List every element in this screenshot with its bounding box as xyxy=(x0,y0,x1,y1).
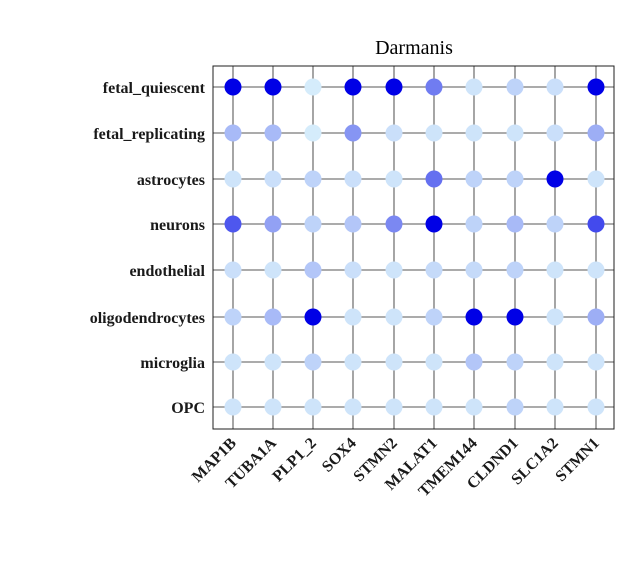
dot-endothelial-TMEM144 xyxy=(465,261,483,279)
dot-fetal_replicating-TMEM144 xyxy=(465,124,483,142)
dot-microglia-MALAT1 xyxy=(425,353,443,371)
dot-layer xyxy=(224,78,605,416)
dot-fetal_quiescent-TMEM144 xyxy=(465,78,483,96)
dot-fetal_replicating-STMN2 xyxy=(385,124,403,142)
dot-oligodendrocytes-MALAT1 xyxy=(425,308,443,326)
dot-oligodendrocytes-STMN1 xyxy=(587,308,605,326)
dot-neurons-STMN1 xyxy=(587,215,605,233)
row-label: OPC xyxy=(171,400,205,417)
dot-astrocytes-MAP1B xyxy=(224,170,242,188)
dot-endothelial-SOX4 xyxy=(344,261,362,279)
dot-neurons-CLDND1 xyxy=(506,215,524,233)
dot-microglia-PLP1_2 xyxy=(304,353,322,371)
dot-astrocytes-STMN1 xyxy=(587,170,605,188)
dot-fetal_quiescent-MAP1B xyxy=(224,78,242,96)
dot-OPC-CLDND1 xyxy=(506,398,524,416)
dot-neurons-MAP1B xyxy=(224,215,242,233)
row-label: neurons xyxy=(150,217,205,234)
dot-microglia-STMN2 xyxy=(385,353,403,371)
dot-astrocytes-MALAT1 xyxy=(425,170,443,188)
dot-fetal_replicating-PLP1_2 xyxy=(304,124,322,142)
dot-fetal_quiescent-SOX4 xyxy=(344,78,362,96)
row-label: oligodendrocytes xyxy=(90,310,205,327)
row-label: microglia xyxy=(140,355,205,372)
dot-microglia-SOX4 xyxy=(344,353,362,371)
dot-fetal_replicating-STMN1 xyxy=(587,124,605,142)
dot-astrocytes-TUBA1A xyxy=(264,170,282,188)
row-label: endothelial xyxy=(129,263,205,280)
dot-endothelial-SLC1A2 xyxy=(546,261,564,279)
dot-neurons-TUBA1A xyxy=(264,215,282,233)
dot-astrocytes-CLDND1 xyxy=(506,170,524,188)
row-label: fetal_replicating xyxy=(93,126,205,143)
dot-fetal_replicating-SLC1A2 xyxy=(546,124,564,142)
dot-astrocytes-SLC1A2 xyxy=(546,170,564,188)
dot-endothelial-MAP1B xyxy=(224,261,242,279)
dot-oligodendrocytes-TUBA1A xyxy=(264,308,282,326)
dot-oligodendrocytes-PLP1_2 xyxy=(304,308,322,326)
dot-fetal_quiescent-CLDND1 xyxy=(506,78,524,96)
dot-endothelial-PLP1_2 xyxy=(304,261,322,279)
chart-title: Darmanis xyxy=(375,37,453,59)
dot-endothelial-STMN1 xyxy=(587,261,605,279)
dot-endothelial-STMN2 xyxy=(385,261,403,279)
row-label: astrocytes xyxy=(137,172,205,189)
dot-oligodendrocytes-SOX4 xyxy=(344,308,362,326)
column-label: STMN1 xyxy=(552,435,602,485)
dot-OPC-TUBA1A xyxy=(264,398,282,416)
dot-fetal_replicating-CLDND1 xyxy=(506,124,524,142)
dot-microglia-CLDND1 xyxy=(506,353,524,371)
grid-layer xyxy=(213,66,614,429)
dot-neurons-STMN2 xyxy=(385,215,403,233)
dot-microglia-TMEM144 xyxy=(465,353,483,371)
dot-microglia-SLC1A2 xyxy=(546,353,564,371)
dot-fetal_quiescent-STMN2 xyxy=(385,78,403,96)
dot-neurons-PLP1_2 xyxy=(304,215,322,233)
dot-oligodendrocytes-MAP1B xyxy=(224,308,242,326)
dot-fetal_replicating-TUBA1A xyxy=(264,124,282,142)
dot-astrocytes-PLP1_2 xyxy=(304,170,322,188)
dot-oligodendrocytes-CLDND1 xyxy=(506,308,524,326)
dot-neurons-SOX4 xyxy=(344,215,362,233)
dot-endothelial-MALAT1 xyxy=(425,261,443,279)
dot-OPC-STMN1 xyxy=(587,398,605,416)
dot-fetal_quiescent-PLP1_2 xyxy=(304,78,322,96)
dot-neurons-TMEM144 xyxy=(465,215,483,233)
dot-OPC-STMN2 xyxy=(385,398,403,416)
dot-fetal_quiescent-SLC1A2 xyxy=(546,78,564,96)
dot-OPC-MAP1B xyxy=(224,398,242,416)
dot-fetal_quiescent-TUBA1A xyxy=(264,78,282,96)
dot-OPC-MALAT1 xyxy=(425,398,443,416)
dot-fetal_quiescent-MALAT1 xyxy=(425,78,443,96)
dot-endothelial-TUBA1A xyxy=(264,261,282,279)
dot-OPC-TMEM144 xyxy=(465,398,483,416)
row-label: fetal_quiescent xyxy=(103,80,206,97)
dot-oligodendrocytes-SLC1A2 xyxy=(546,308,564,326)
dot-microglia-TUBA1A xyxy=(264,353,282,371)
dot-endothelial-CLDND1 xyxy=(506,261,524,279)
dot-fetal_replicating-MAP1B xyxy=(224,124,242,142)
dot-OPC-PLP1_2 xyxy=(304,398,322,416)
dot-fetal_quiescent-STMN1 xyxy=(587,78,605,96)
label-layer: fetal_quiescent fetal_replicating astrocyt… xyxy=(90,80,603,500)
dot-OPC-SLC1A2 xyxy=(546,398,564,416)
dot-astrocytes-STMN2 xyxy=(385,170,403,188)
dot-neurons-SLC1A2 xyxy=(546,215,564,233)
dot-oligodendrocytes-TMEM144 xyxy=(465,308,483,326)
dot-fetal_replicating-SOX4 xyxy=(344,124,362,142)
dot-oligodendrocytes-STMN2 xyxy=(385,308,403,326)
dot-neurons-MALAT1 xyxy=(425,215,443,233)
dot-astrocytes-SOX4 xyxy=(344,170,362,188)
dot-microglia-STMN1 xyxy=(587,353,605,371)
dot-microglia-MAP1B xyxy=(224,353,242,371)
column-label: PLP1_2 xyxy=(269,435,319,485)
dot-astrocytes-TMEM144 xyxy=(465,170,483,188)
plot-frame xyxy=(212,65,615,430)
dot-fetal_replicating-MALAT1 xyxy=(425,124,443,142)
dot-OPC-SOX4 xyxy=(344,398,362,416)
